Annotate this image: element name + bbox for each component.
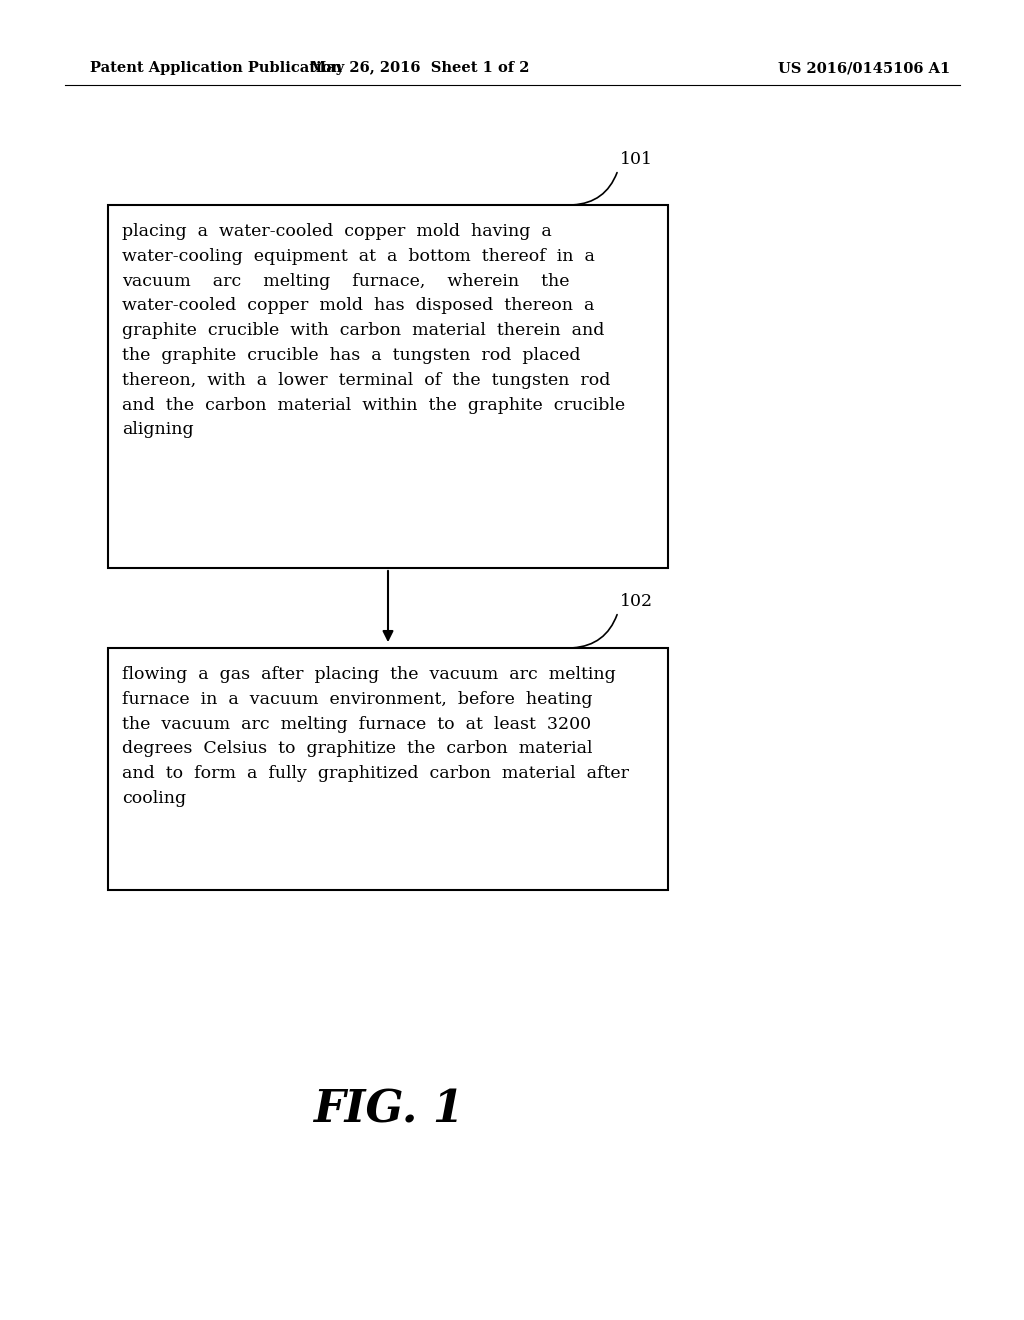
Bar xyxy=(108,205,668,568)
Text: 101: 101 xyxy=(620,150,653,168)
Text: 102: 102 xyxy=(620,593,653,610)
Text: flowing  a  gas  after  placing  the  vacuum  arc  melting
furnace  in  a  vacuu: flowing a gas after placing the vacuum a… xyxy=(122,667,629,807)
Bar xyxy=(108,648,668,890)
Text: Patent Application Publication: Patent Application Publication xyxy=(90,61,342,75)
Text: US 2016/0145106 A1: US 2016/0145106 A1 xyxy=(778,61,950,75)
Text: May 26, 2016  Sheet 1 of 2: May 26, 2016 Sheet 1 of 2 xyxy=(310,61,529,75)
Text: FIG. 1: FIG. 1 xyxy=(312,1089,464,1131)
Text: placing  a  water-cooled  copper  mold  having  a
water-cooling  equipment  at  : placing a water-cooled copper mold havin… xyxy=(122,223,625,438)
